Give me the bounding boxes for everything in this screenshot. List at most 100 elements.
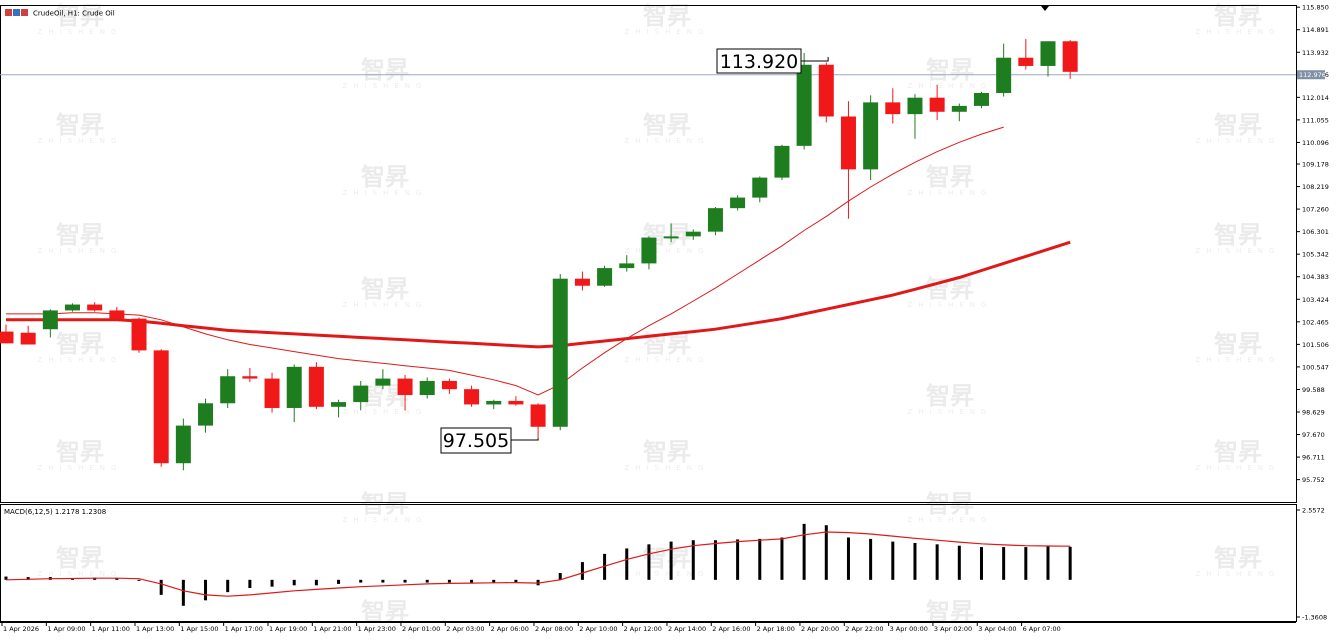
candle (308, 362, 324, 410)
price-tick-label: 96.711 (1302, 454, 1325, 462)
candle (752, 176, 768, 203)
time-tick-label: 2 Apr 12:00 (624, 625, 662, 633)
candle (508, 396, 524, 406)
candle (951, 103, 967, 122)
watermark-logo: 智昇 (361, 275, 409, 303)
candle (286, 364, 302, 423)
macd-bar (115, 577, 119, 580)
price-tick-label: 113.932 (1302, 49, 1329, 57)
time-tick-label: 2 Apr 10:00 (579, 625, 617, 633)
candle-body (907, 97, 923, 115)
candle (375, 369, 391, 390)
candle-body (464, 389, 480, 405)
price-tick-label: 97.670 (1302, 431, 1325, 439)
candle (264, 372, 280, 413)
candle-body (1018, 57, 1034, 66)
macd-bar (869, 538, 873, 580)
watermark-logo: 智昇 (643, 544, 691, 572)
watermark-subtext: ZHISHENG (1196, 28, 1281, 36)
candle (707, 206, 723, 236)
price-tick-label: 114.891 (1302, 26, 1329, 34)
price-tick-label: 100.547 (1302, 363, 1329, 371)
candle-body (885, 102, 901, 115)
watermark-logo: 智昇 (643, 438, 691, 466)
candle (242, 368, 258, 383)
price-tick-label: 103.424 (1302, 296, 1329, 304)
candle-body (42, 310, 58, 330)
watermark-subtext: ZHISHENG (908, 624, 993, 632)
candle (131, 317, 147, 353)
watermark-logo: 智昇 (1214, 111, 1262, 139)
price-tick-label: 101.506 (1302, 341, 1329, 349)
candle-body (752, 177, 768, 198)
watermark-logo: 智昇 (1214, 544, 1262, 572)
time-tick-label: 2 Apr 06:00 (491, 625, 529, 633)
watermark-subtext: ZHISHENG (625, 28, 710, 36)
macd-bar (824, 525, 828, 580)
macd-bar (447, 579, 451, 583)
time-tick-label: 1 Apr 19:00 (269, 625, 307, 633)
chart-window-icon[interactable] (5, 9, 28, 16)
watermark-subtext: ZHISHENG (625, 356, 710, 364)
price-tick-label: 95.752 (1302, 476, 1325, 484)
macd-signal-line (5, 531, 1071, 597)
candle-body (220, 376, 236, 404)
macd-bar (691, 540, 695, 580)
time-tick-label: 1 Apr 15:00 (180, 625, 218, 633)
time-tick-label: 2 Apr 08:00 (535, 625, 573, 633)
candle (220, 369, 236, 408)
watermark-logo: 智昇 (1214, 438, 1262, 466)
candle-body (707, 208, 723, 232)
candle (42, 309, 58, 338)
candle-body (818, 64, 834, 117)
watermark-subtext: ZHISHENG (908, 189, 993, 197)
candle-body (419, 380, 435, 396)
candle-body (796, 64, 812, 146)
watermark-logo: 智昇 (361, 163, 409, 191)
price-tick-label: 98.629 (1302, 408, 1325, 416)
watermark-logo: 智昇 (643, 2, 691, 30)
watermark-logo: 智昇 (56, 111, 104, 139)
watermark-subtext: ZHISHENG (38, 247, 123, 255)
candle (885, 88, 901, 124)
candle-body (486, 400, 502, 405)
candle (20, 325, 36, 345)
candle-body (663, 236, 679, 239)
chart-title: CrudeOil, H1: Crude Oil (33, 10, 115, 18)
candle (774, 144, 790, 180)
candle-body (0, 331, 14, 344)
candle-body (929, 97, 945, 112)
watermark-subtext: ZHISHENG (343, 82, 428, 90)
watermark-logo: 智昇 (56, 330, 104, 358)
candle (175, 418, 191, 471)
watermark-subtext: ZHISHENG (625, 570, 710, 578)
candle (87, 302, 103, 312)
watermark-logo: 智昇 (56, 438, 104, 466)
candle (464, 385, 480, 407)
current-price-tag-box (1297, 70, 1325, 80)
candle (973, 91, 989, 109)
candle-body (109, 310, 125, 319)
candle (730, 195, 746, 211)
candle (818, 62, 834, 123)
macd-bar (647, 544, 651, 580)
candle (419, 377, 435, 399)
candle-body (175, 425, 191, 464)
price-tick-label: 108.219 (1302, 183, 1329, 191)
current-price-tag-label: 112.976 (1299, 71, 1326, 79)
high-callout-label: 113.920 (720, 51, 799, 73)
candle-body (242, 376, 258, 379)
candle-body (1062, 41, 1078, 72)
macd-bar (470, 579, 474, 583)
macd-tick-label: 2.5572 (1302, 507, 1325, 515)
time-tick-label: 3 Apr 02:00 (934, 625, 972, 633)
watermark-logo: 智昇 (643, 111, 691, 139)
candle (907, 94, 923, 139)
price-axis: 115.850 114.891 113.932 112.976 112.014 111.0… (1296, 4, 1329, 484)
time-tick-label: 2 Apr 14:00 (668, 625, 706, 633)
candle (486, 399, 502, 410)
candle-body (397, 378, 413, 396)
candle (685, 229, 701, 240)
chart-shift-marker[interactable] (1041, 6, 1049, 11)
